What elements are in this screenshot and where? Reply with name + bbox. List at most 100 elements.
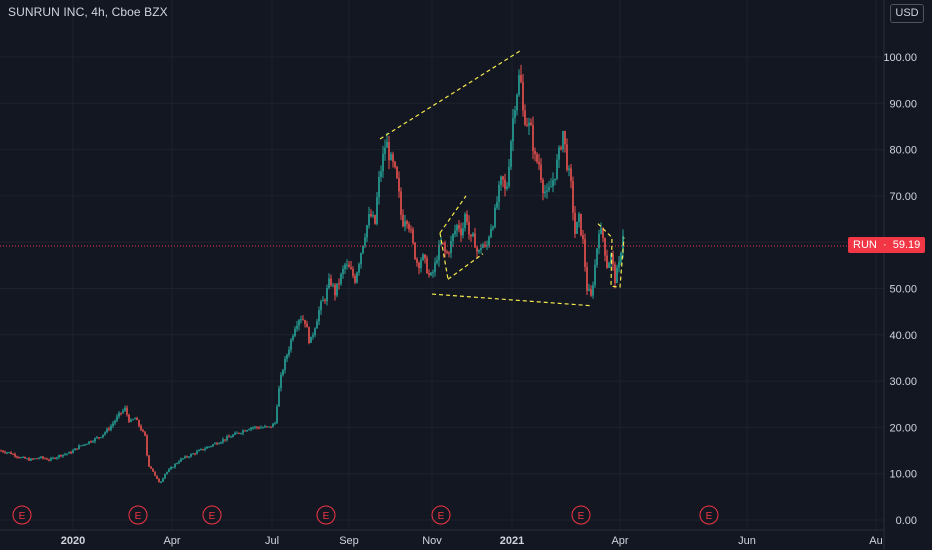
candle-body [296,325,298,329]
earnings-marker[interactable] [202,505,222,525]
earnings-marker[interactable] [128,505,148,525]
candle-body [546,190,548,192]
candle-body [216,443,218,445]
candle-body [132,419,134,421]
candle-body [136,418,138,421]
candle-body [274,422,276,424]
candle-body [412,229,414,243]
candle-body [438,244,440,261]
candle-body [124,407,126,411]
candle-body [164,473,166,479]
candle-body [200,449,202,451]
candle-body [86,443,88,445]
candle-body [88,441,90,444]
candle-body [160,481,162,483]
trendline-annotation[interactable] [379,50,521,140]
earnings-marker[interactable] [316,505,336,525]
candle-body [440,242,442,245]
trendline-annotation[interactable] [439,195,467,234]
candle-body [96,437,98,439]
candle-body [38,457,40,459]
candle-body [310,336,312,343]
x-tick-label: Apr [611,535,628,547]
earnings-marker[interactable] [431,505,451,525]
candle-body [218,443,220,445]
candle-body [394,161,396,167]
candle-body [554,178,556,181]
currency-button[interactable]: USD [890,4,924,23]
price-label-separator: · [879,239,890,251]
candle-body [434,262,436,273]
candle-body [410,229,412,231]
candle-body [548,187,550,191]
candle-body [172,467,174,469]
last-price-label: RUN · 59.19 [848,237,926,253]
candle-body [428,273,430,275]
candle-body [578,213,580,222]
candle-body [566,144,568,170]
candle-body [308,327,310,343]
earnings-marker[interactable] [699,505,719,525]
candle-body [60,455,62,457]
candle-body [278,388,280,407]
candle-body [452,234,454,242]
candle-body [182,458,184,460]
candle-body [540,164,542,181]
candle-body [608,262,610,268]
earnings-marker[interactable] [571,505,591,525]
candle-body [472,233,474,237]
candle-body [12,454,14,456]
candle-body [436,260,438,263]
candle-body [156,475,158,479]
candle-body [94,438,96,442]
candle-body [74,448,76,451]
candle-body [230,436,232,438]
candle-body [70,452,72,454]
y-tick-label: 0.00 [896,515,917,527]
candle-body [232,434,234,437]
candle-body [228,436,230,438]
candle-body [210,446,212,448]
trendline-annotation[interactable] [431,293,591,307]
candle-body [344,264,346,269]
candle-body [360,253,362,265]
candle-body [590,289,592,296]
trendline-annotation[interactable] [447,253,484,280]
candle-body [356,272,358,283]
candle-body [312,334,314,337]
candle-body [154,471,156,476]
candle-body [374,215,376,224]
y-tick-label: 10.00 [889,469,917,481]
earnings-marker-label: E [323,511,330,522]
y-tick-label: 40.00 [889,330,917,342]
candle-body [42,456,44,459]
candle-body [256,426,258,428]
candle-body [398,177,400,192]
candle-body [388,141,390,161]
candle-body [208,446,210,448]
candle-body [460,228,462,236]
candle-body [466,214,468,222]
earnings-marker[interactable] [12,505,32,525]
trendline-annotation[interactable] [597,223,625,288]
x-tick-label: 2021 [500,535,524,547]
candle-body [320,301,322,311]
candle-body [100,437,102,439]
candle-body [8,452,10,454]
earnings-marker-label: E [706,511,713,522]
candle-body [454,230,456,235]
candle-body [518,75,520,95]
candle-body [504,179,506,189]
candle-body [234,432,236,435]
candle-body [306,323,308,328]
candle-body [260,427,262,429]
candle-body [478,249,480,252]
candle-body [62,454,64,457]
candle-body [298,320,300,326]
candle-body [188,456,190,458]
candle-body [396,166,398,178]
trendline-annotation[interactable] [439,232,449,280]
candle-body [58,455,60,458]
